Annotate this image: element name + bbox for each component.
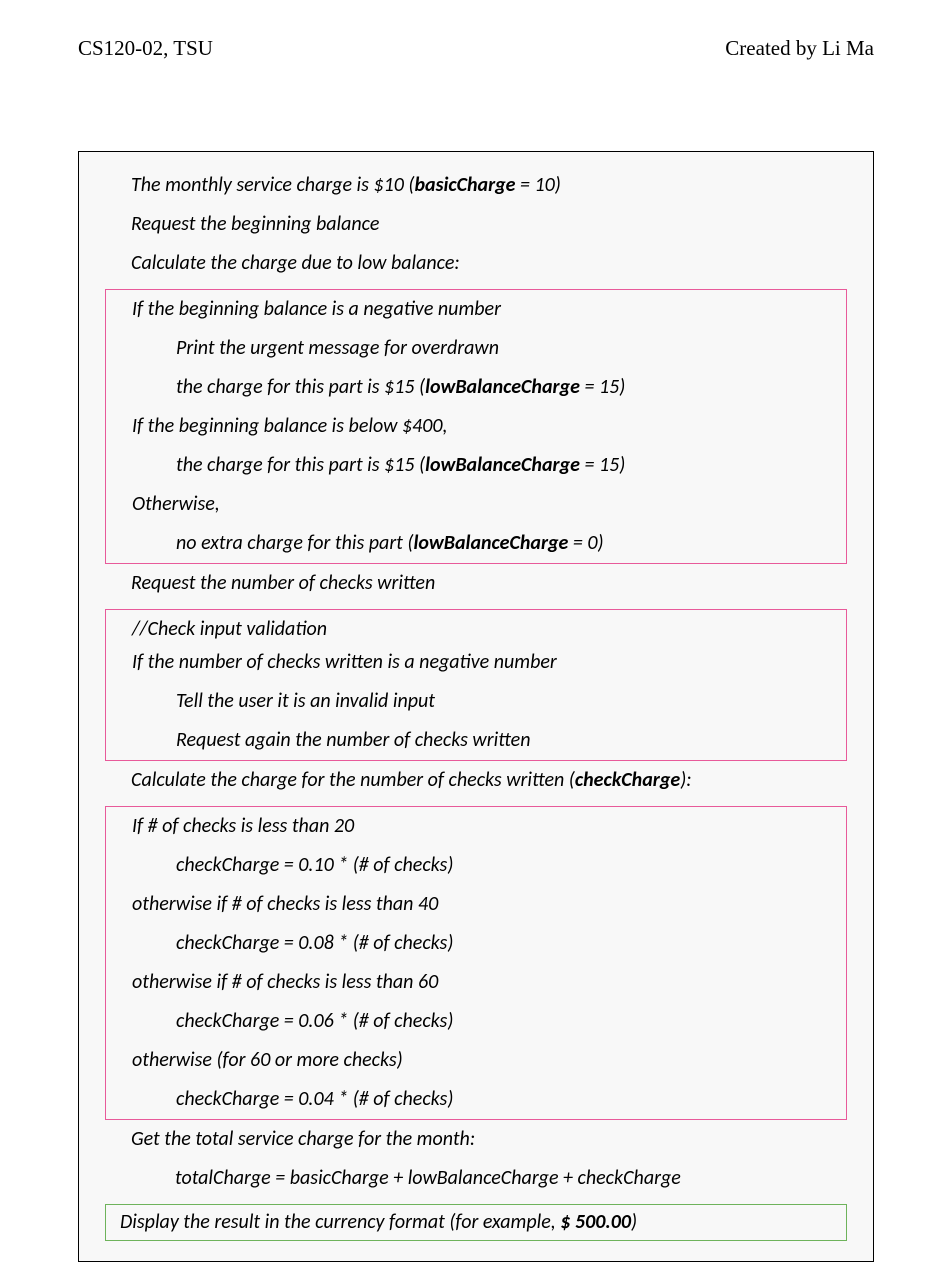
text-span: = 10)	[516, 173, 561, 197]
text-span: = 15)	[580, 453, 625, 477]
pseudo-line: Request the beginning balance	[79, 211, 873, 238]
text-span: )	[631, 1210, 637, 1234]
pseudo-line: Calculate the charge for the number of c…	[79, 767, 873, 794]
pseudo-line: If the beginning balance is below $400,	[106, 413, 846, 440]
pseudo-line: If the number of checks written is a neg…	[106, 649, 846, 676]
text-span: Calculate the charge for the number of c…	[131, 768, 575, 792]
pseudo-line: Get the total service charge for the mon…	[79, 1126, 873, 1153]
pseudo-line: If the beginning balance is a negative n…	[106, 296, 846, 323]
header-left: CS120-02, TSU	[78, 36, 213, 61]
text-span: = 0)	[568, 531, 603, 555]
pseudo-line: the charge for this part is $15 (lowBala…	[106, 452, 846, 479]
pseudo-line: no extra charge for this part (lowBalanc…	[106, 530, 846, 557]
bold-var: lowBalanceCharge	[413, 531, 568, 555]
header-right: Created by Li Ma	[725, 36, 874, 61]
pseudo-line: The monthly service charge is $10 (basic…	[79, 172, 873, 199]
pseudo-line: Request the number of checks written	[79, 570, 873, 597]
page-header: CS120-02, TSU Created by Li Ma	[78, 36, 874, 61]
pseudo-line: totalCharge = basicCharge + lowBalanceCh…	[79, 1165, 873, 1192]
bold-var: lowBalanceCharge	[425, 453, 580, 477]
highlight-box-pink: If # of checks is less than 20 checkChar…	[105, 806, 847, 1120]
bold-var: basicCharge	[414, 173, 515, 197]
bold-var: lowBalanceCharge	[425, 375, 580, 399]
text-span: = 15)	[580, 375, 625, 399]
pseudo-line: checkCharge = 0.08 * (# of checks)	[106, 930, 846, 957]
pseudo-line: the charge for this part is $15 (lowBala…	[106, 374, 846, 401]
text-span: no extra charge for this part (	[176, 531, 413, 555]
pseudo-line: Print the urgent message for overdrawn	[106, 335, 846, 362]
text-span: ):	[680, 768, 691, 792]
pseudo-line: otherwise if # of checks is less than 40	[106, 891, 846, 918]
pseudo-line: checkCharge = 0.10 * (# of checks)	[106, 852, 846, 879]
pseudo-line: otherwise if # of checks is less than 60	[106, 969, 846, 996]
highlight-box-pink: If the beginning balance is a negative n…	[105, 289, 847, 564]
pseudo-line: otherwise (for 60 or more checks)	[106, 1047, 846, 1074]
pseudo-line: Tell the user it is an invalid input	[106, 688, 846, 715]
highlight-box-pink: //Check input validation If the number o…	[105, 609, 847, 761]
pseudo-line: Display the result in the currency forma…	[106, 1209, 846, 1236]
text-span: Display the result in the currency forma…	[120, 1210, 560, 1234]
text-span: the charge for this part is $15 (	[176, 453, 425, 477]
bold-var: $ 500.00	[560, 1210, 631, 1234]
highlight-box-green: Display the result in the currency forma…	[105, 1204, 847, 1241]
pseudo-line: //Check input validation	[106, 616, 846, 643]
pseudocode-box: The monthly service charge is $10 (basic…	[78, 151, 874, 1262]
pseudo-line: checkCharge = 0.06 * (# of checks)	[106, 1008, 846, 1035]
pseudo-line: Request again the number of checks writt…	[106, 727, 846, 754]
pseudo-line: Calculate the charge due to low balance:	[79, 250, 873, 277]
bold-var: checkCharge	[575, 768, 680, 792]
text-span: the charge for this part is $15 (	[176, 375, 425, 399]
pseudo-line: Otherwise,	[106, 491, 846, 518]
pseudo-line: checkCharge = 0.04 * (# of checks)	[106, 1086, 846, 1113]
document-page: CS120-02, TSU Created by Li Ma The month…	[0, 0, 952, 1286]
text-span: The monthly service charge is $10 (	[131, 173, 414, 197]
pseudo-line: If # of checks is less than 20	[106, 813, 846, 840]
